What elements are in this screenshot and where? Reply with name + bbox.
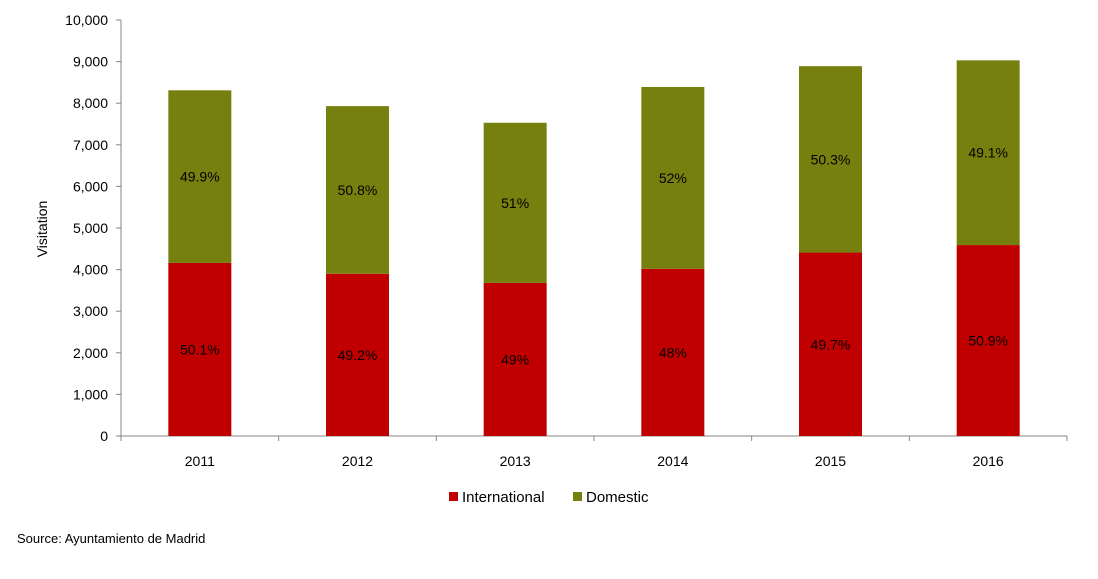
legend-label-international: International: [462, 489, 545, 506]
x-tick-label: 2012: [342, 453, 373, 469]
bar-domestic-2011: [168, 90, 232, 263]
bar-domestic-2015: [799, 66, 862, 253]
data-label-domestic-2014: 52%: [659, 170, 687, 186]
legend-label-domestic: Domestic: [586, 489, 649, 506]
data-label-domestic-2011: 49.9%: [180, 169, 220, 185]
x-tick-label: 2014: [657, 453, 688, 469]
x-tick-label: 2011: [185, 453, 215, 469]
source-note: Source: Ayuntamiento de Madrid: [17, 531, 206, 546]
data-label-domestic-2015: 50.3%: [811, 151, 851, 167]
y-tick-label: 10,000: [65, 12, 108, 28]
data-label-domestic-2016: 49.1%: [968, 145, 1008, 161]
data-label-domestic-2012: 50.8%: [338, 182, 378, 198]
data-label-international-2016: 50.9%: [968, 333, 1008, 349]
y-tick-label: 6,000: [73, 178, 108, 194]
x-tick-label: 2013: [500, 453, 531, 469]
y-axis-label: Visitation: [34, 201, 50, 258]
legend: International Domestic: [449, 489, 649, 506]
bar-international-2014: [641, 268, 705, 436]
y-tick-label: 2,000: [73, 345, 108, 361]
y-tick-label: 4,000: [73, 262, 108, 278]
y-axis: 0 1,000 2,000 3,000 4,000 5,000 6,000 7,000 8,00…: [65, 12, 122, 444]
bar-international-2011: [168, 262, 232, 436]
y-tick-label: 1,000: [73, 386, 108, 402]
data-label-international-2015: 49.7%: [811, 336, 851, 352]
bar-international-2016: [956, 245, 1020, 436]
y-tick-label: 0: [100, 428, 108, 444]
x-axis: 2011 2012 2013 2014 2015 2016: [120, 435, 1068, 469]
data-label-international-2013: 49%: [501, 351, 529, 367]
x-tick-label: 2015: [815, 453, 846, 469]
bar-labels: 50.1% 49.9% 49.2% 50.8% 49% 51% 48% 52% 49.7% 50.…: [180, 145, 1008, 368]
bar-international-2015: [799, 252, 862, 436]
bar-international-2012: [326, 273, 389, 436]
data-label-international-2011: 50.1%: [180, 341, 220, 357]
bar-domestic-2012: [326, 106, 389, 274]
y-tick-label: 7,000: [73, 137, 108, 153]
bar-domestic-2016: [956, 60, 1020, 246]
data-label-international-2012: 49.2%: [338, 347, 378, 363]
bar-domestic-2013: [483, 122, 547, 283]
data-label-domestic-2013: 51%: [501, 195, 529, 211]
y-tick-label: 9,000: [73, 54, 108, 70]
legend-swatch-international: [449, 492, 458, 501]
data-label-international-2014: 48%: [659, 344, 687, 360]
y-tick-label: 3,000: [73, 303, 108, 319]
legend-swatch-domestic: [573, 492, 582, 501]
x-tick-label: 2016: [973, 453, 1004, 469]
bar-domestic-2014: [641, 86, 705, 269]
bar-international-2013: [483, 282, 547, 436]
y-tick-label: 5,000: [73, 220, 108, 236]
bars: [168, 60, 1020, 436]
y-tick-label: 8,000: [73, 95, 108, 111]
